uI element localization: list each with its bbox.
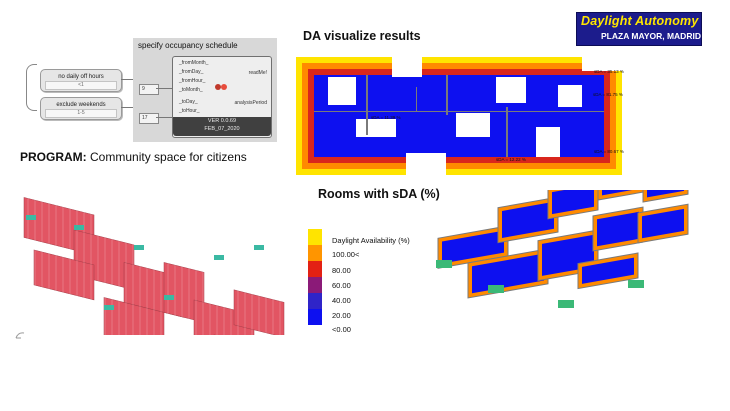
courtyard-void [496,77,526,103]
legend-swatch [308,277,322,293]
daily-off-hours-toggle[interactable]: no daily off hours <1 [40,69,122,92]
window-panel [104,305,114,310]
courtyard-void [406,153,446,175]
wall-panel [436,260,452,268]
program-label: PROGRAM: [20,150,87,164]
courtyard-void [456,113,490,137]
version-date: FEB_07_2020 [204,126,240,132]
room-wall [314,111,604,112]
legend-swatch [308,229,322,245]
courtyard-void [536,127,560,157]
legend-swatch [308,245,322,261]
legend-label: 40.00 [332,296,351,305]
badge-title: Daylight Autonomy [581,14,699,28]
sensor-block [103,297,165,335]
window-panel [74,225,84,230]
toggle-value: <1 [45,81,117,90]
wire [121,79,133,80]
toggle-value: 1-5 [45,109,117,118]
courtyard-void [392,57,422,77]
courtyard-void [356,119,396,137]
room-wall [366,75,368,135]
title-badge: Daylight Autonomy PLAZA MAYOR, MADRID [576,12,702,46]
badge-subtitle: PLAZA MAYOR, MADRID [601,31,701,41]
window-panel [134,245,144,250]
sda-label: sDA = 11.39 % [371,115,401,120]
window-panel [214,255,224,260]
ladybug-icon [215,84,227,90]
courtyard-void [558,85,582,107]
from-hour-number[interactable]: 9 [139,84,159,95]
legend-swatch [308,309,322,325]
room-wall [446,75,448,115]
legend-label: 80.00 [332,266,351,275]
sda-label: sDA = 35.13 % [594,69,624,74]
window-panel [164,295,174,300]
room-floor [647,190,684,198]
sensor-block [233,289,285,335]
to-hour-number[interactable]: 17 [139,113,159,124]
axis-gizmo-icon [15,332,25,339]
sda-label: sDA = 12.22 % [496,157,526,162]
legend-label: 100.00< [332,250,360,259]
input-port[interactable]: _fromDay_ [179,69,204,75]
wire [26,64,37,111]
legend-swatch [308,261,322,277]
input-port[interactable]: _toHour_ [179,108,200,114]
rooms-sda-3d-model [436,190,689,308]
room-floor [442,230,504,264]
input-port[interactable]: _fromMonth_ [179,60,209,66]
legend-title: Daylight Availability (%) [332,236,410,245]
room-floor [552,190,594,215]
input-port[interactable]: _toMonth_ [179,87,203,93]
component-footer: VER 0.0.69 FEB_07_2020 [173,117,271,136]
room-floor [502,201,554,238]
wire [156,88,172,89]
rooms-sda-heading: Rooms with sDA (%) [318,187,440,201]
window-panel [26,215,36,220]
courtyard-void [582,57,622,71]
legend-label: 20.00 [332,311,351,320]
wire [156,117,172,118]
room-floor [597,211,639,247]
legend-label: <0.00 [332,325,351,334]
wire [121,107,133,108]
room-wall [506,107,508,157]
courtyard-void [328,77,356,105]
version-text: VER 0.0.69 [207,118,237,124]
window-panel [254,245,264,250]
exclude-weekends-toggle[interactable]: exclude weekends 1-5 [40,97,122,120]
program-line: PROGRAM: Community space for citizens [20,150,247,164]
room-floor [642,208,684,239]
schedule-title: specify occupancy schedule [138,41,238,50]
sensor-grid-3d-model [14,185,285,335]
legend-colorbar [308,229,322,325]
input-port[interactable]: _toDay_ [179,99,198,105]
wall-panel [628,280,644,288]
wall-panel [488,285,504,293]
legend-swatch [308,293,322,309]
room-wall [416,87,417,111]
sensor-block [33,249,95,301]
input-port[interactable]: _fromHour_ [179,78,206,84]
toggle-label: exclude weekends [56,102,106,108]
toggle-label: no daily off hours [58,74,104,80]
output-port[interactable]: readMe! [248,70,267,76]
room-floor [582,257,634,284]
legend-label: 60.00 [332,281,351,290]
wall-panel [558,300,574,308]
program-text: Community space for citizens [90,150,247,164]
da-heatmap-floorplan [296,57,622,175]
sda-label: sDA = 81.75 % [593,92,623,97]
da-visualize-heading: DA visualize results [303,29,421,43]
output-port[interactable]: analysisPeriod [234,100,267,106]
sda-label: sDA = 80.67 % [594,149,624,154]
room-floor [472,253,544,294]
